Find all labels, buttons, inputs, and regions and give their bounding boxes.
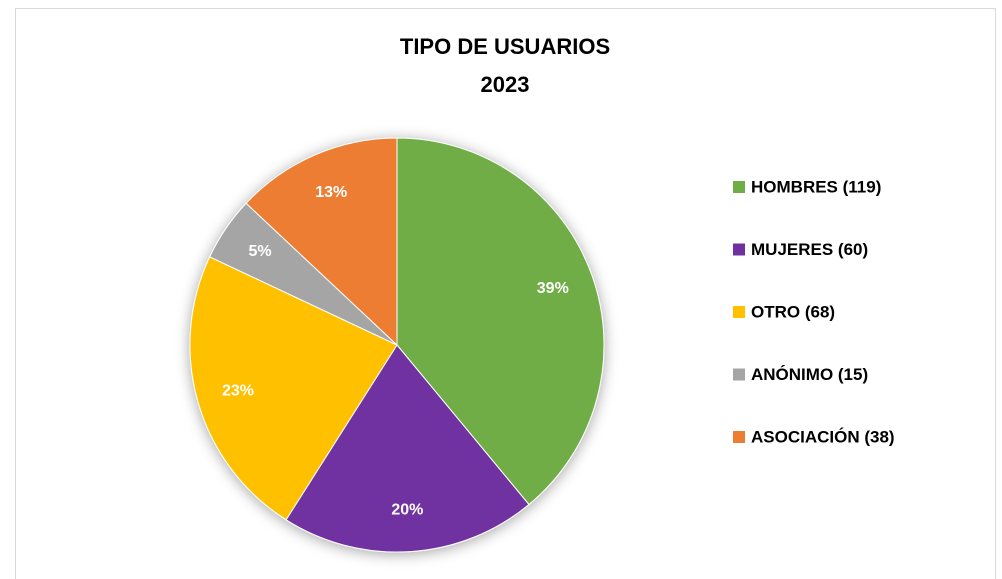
legend-label: OTRO (68) [751,302,835,321]
data-label: 5% [248,243,271,260]
pie-slice [189,256,398,521]
chart-subtitle: 2023 [481,72,530,97]
data-label: 23% [222,382,254,399]
pie [189,137,605,553]
data-label: 13% [315,184,347,201]
pie-slice [285,344,530,553]
legend-swatch [733,243,745,256]
legend-label: HOMBRES (119) [751,177,881,196]
data-label: 20% [391,501,423,518]
legend-label: ANÓNIMO (15) [751,365,868,384]
legend-label: MUJERES (60) [751,240,868,259]
chart-title: TIPO DE USUARIOS [400,34,610,59]
legend-swatch [733,181,745,193]
legend-label: ASOCIACIÓN (38) [751,427,895,446]
legend-swatch [733,368,745,381]
data-label: 39% [537,280,569,297]
pie-slice [245,137,398,347]
legend-swatch [733,306,745,318]
legend-swatch [733,431,745,443]
pie-slice [396,137,605,506]
